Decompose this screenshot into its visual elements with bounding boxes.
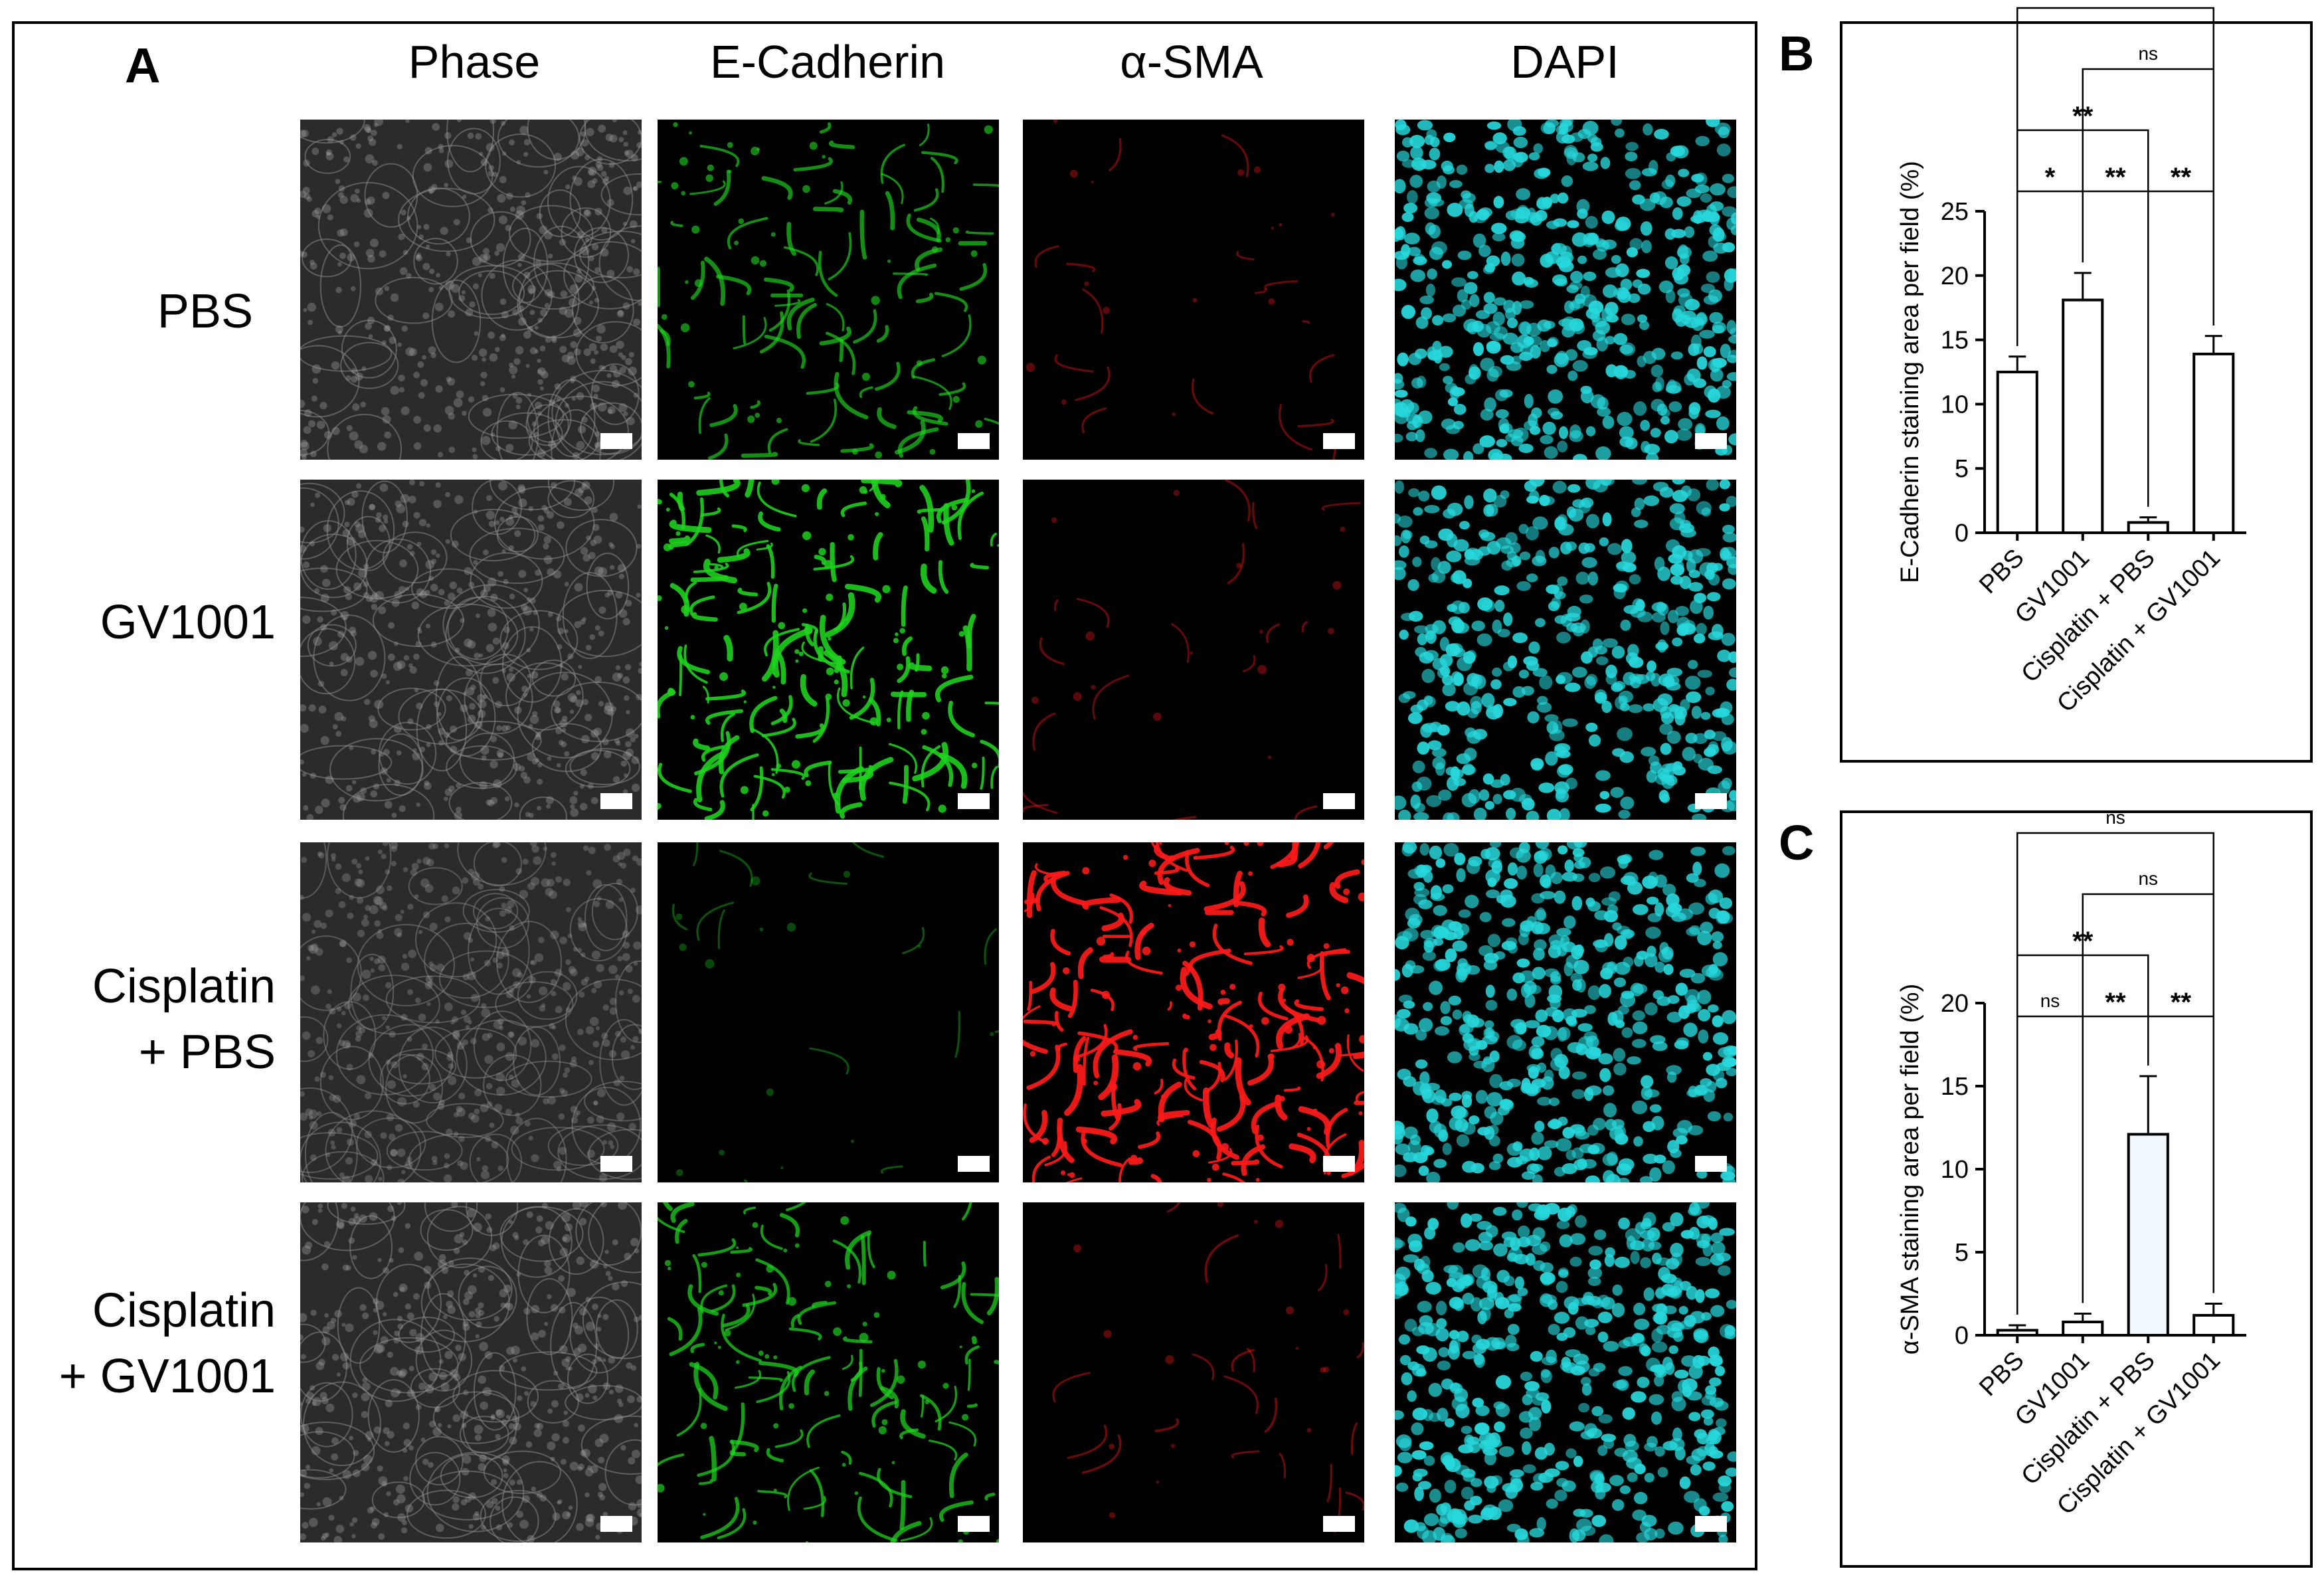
micrograph-ecad [658,1202,999,1542]
bar [1996,371,2038,534]
micrograph-ecad [658,842,999,1182]
row-label-line: Cisplatin [92,1284,276,1337]
micrograph-dapi [1395,842,1736,1182]
micrograph-dapi [1395,120,1736,460]
significance-label: ** [2105,163,2126,192]
chart-panel-c: 0 5 10 15 20 α-SMA staining area per field (%… [1896,807,2246,1521]
significance-bracket [2016,832,2214,1315]
micrograph-phase [300,1202,642,1542]
column-header-dapi: DAPI [1510,36,1619,88]
row-label-cisplatin-pbs: Cisplatin + PBS [92,954,276,1086]
significance-bracket [2016,7,2214,346]
y-tick-label: 5 [1955,1239,1969,1267]
scale-bar [958,1516,990,1532]
column-header-alpha-sma: α-SMA [1120,36,1263,88]
y-tick-label: 15 [1941,327,1969,355]
row-label-line: GV1001 [100,596,276,649]
scale-bar [958,793,990,809]
y-tick-label: 20 [1941,990,1969,1018]
row-label-line: + PBS [138,1026,276,1079]
scale-bar [600,433,632,449]
bar [2062,298,2104,534]
x-tick-label: PBS [1974,1347,2029,1402]
micrograph-ecad [658,480,999,820]
scale-bar [600,1516,632,1532]
scale-bar [1695,793,1727,809]
micrograph-sma [1023,842,1364,1182]
column-header-phase: Phase [408,36,541,88]
y-tick-label: 0 [1955,1322,1969,1350]
scale-bar [1695,1516,1727,1532]
significance-label: * [2045,163,2056,192]
y-tick-label: 10 [1941,391,1969,419]
significance-label: ** [2171,163,2192,192]
panel-a-letter: A [125,38,161,93]
y-tick-label: 5 [1955,455,1969,483]
significance-label: ** [2105,988,2126,1017]
bar [1996,1329,2038,1337]
y-tick-label: 15 [1941,1073,1969,1101]
scale-bar [958,1156,990,1172]
row-label-line: Cisplatin [92,960,276,1013]
y-axis-title: α-SMA staining area per field (%) [1896,984,1924,1354]
y-tick-label: 10 [1941,1156,1969,1184]
significance-label: ns [2138,868,2158,889]
y-tick-label: 20 [1941,262,1969,290]
significance-label: ns [2105,0,2125,3]
micrograph-sma [1023,1202,1364,1542]
micrograph-dapi [1395,1202,1736,1542]
bar [2062,1321,2104,1337]
row-label-pbs: PBS [157,279,253,345]
scale-bar [1323,793,1355,809]
bar [2127,521,2169,535]
y-axis-title: E-Cadherin staining area per field (%) [1896,161,1924,583]
row-label-cisplatin-gv1001: Cisplatin + GV1001 [59,1278,276,1410]
column-header-e-cadherin: E-Cadherin [709,36,946,88]
chart-panel-b: 0 5 10 15 20 25 E-Cadherin staining area per f… [1896,0,2246,718]
scale-bar [1695,433,1727,449]
y-tick-label: 0 [1955,519,1969,547]
scale-bar [1323,1156,1355,1172]
row-label-gv1001: GV1001 [100,590,276,656]
significance-label: ns [2105,807,2125,828]
micrograph-dapi [1395,480,1736,820]
scale-bar [600,793,632,809]
micrograph-phase [300,480,642,820]
significance-label: ns [2040,990,2060,1011]
significance-label: ** [2171,988,2192,1017]
micrograph-ecad [658,120,999,460]
micrograph-sma [1023,120,1364,460]
scale-bar [958,433,990,449]
bar [2192,352,2235,534]
micrograph-phase [300,842,642,1182]
scale-bar [1323,1516,1355,1532]
scale-bar [1695,1156,1727,1172]
micrograph-phase [300,120,642,460]
panel-c-letter: C [1779,815,1815,870]
row-label-line: PBS [157,285,253,338]
row-label-line: + GV1001 [58,1350,276,1404]
bar [2192,1314,2235,1337]
scale-bar [1323,433,1355,449]
significance-label: ns [2138,43,2158,64]
scale-bar [600,1156,632,1172]
panel-c-frame [1840,810,2313,1568]
panel-b-letter: B [1779,26,1815,81]
x-tick-label: PBS [1974,544,2029,599]
y-tick-label: 25 [1941,198,1969,226]
significance-bracket [2016,1015,2084,1315]
bar [2127,1133,2169,1337]
micrograph-sma [1023,480,1364,820]
